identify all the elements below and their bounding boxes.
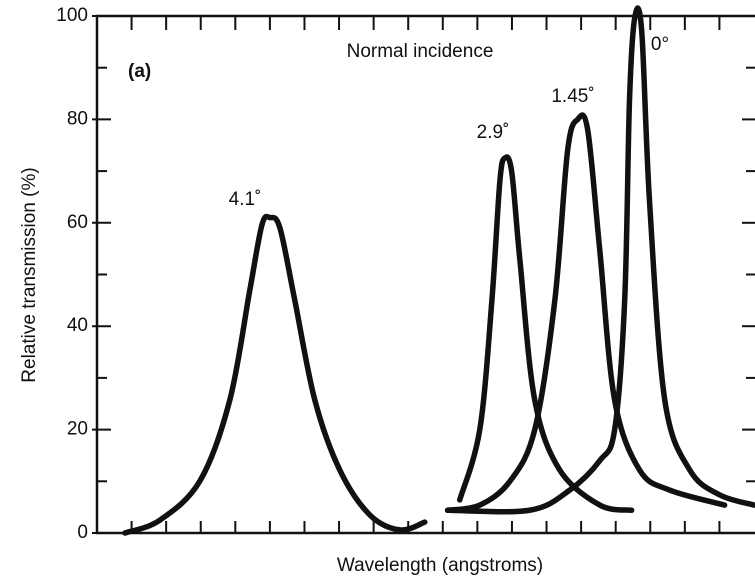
annotation: (a) xyxy=(128,61,151,82)
y-tick-label: 0 xyxy=(77,522,88,543)
y-tick-label: 100 xyxy=(56,5,88,26)
y-tick-label: 80 xyxy=(67,108,88,129)
y-tick-label: 40 xyxy=(67,315,88,336)
chart-title: Normal incidence xyxy=(347,41,494,62)
y-tick-label: 20 xyxy=(67,419,88,440)
curve xyxy=(456,154,635,514)
y-tick-label: 60 xyxy=(67,212,88,233)
curve xyxy=(444,5,755,515)
curve-label: 2.9˚ xyxy=(477,122,510,143)
curve-label: 1.45˚ xyxy=(551,86,594,107)
curve xyxy=(122,213,428,536)
curve-label: 4.1˚ xyxy=(229,189,262,210)
curve-label: 0° xyxy=(651,34,669,55)
x-axis-label: Wavelength (angstroms) xyxy=(337,555,543,576)
curve xyxy=(444,112,728,514)
y-axis-label: Relative transmission (%) xyxy=(19,167,40,382)
